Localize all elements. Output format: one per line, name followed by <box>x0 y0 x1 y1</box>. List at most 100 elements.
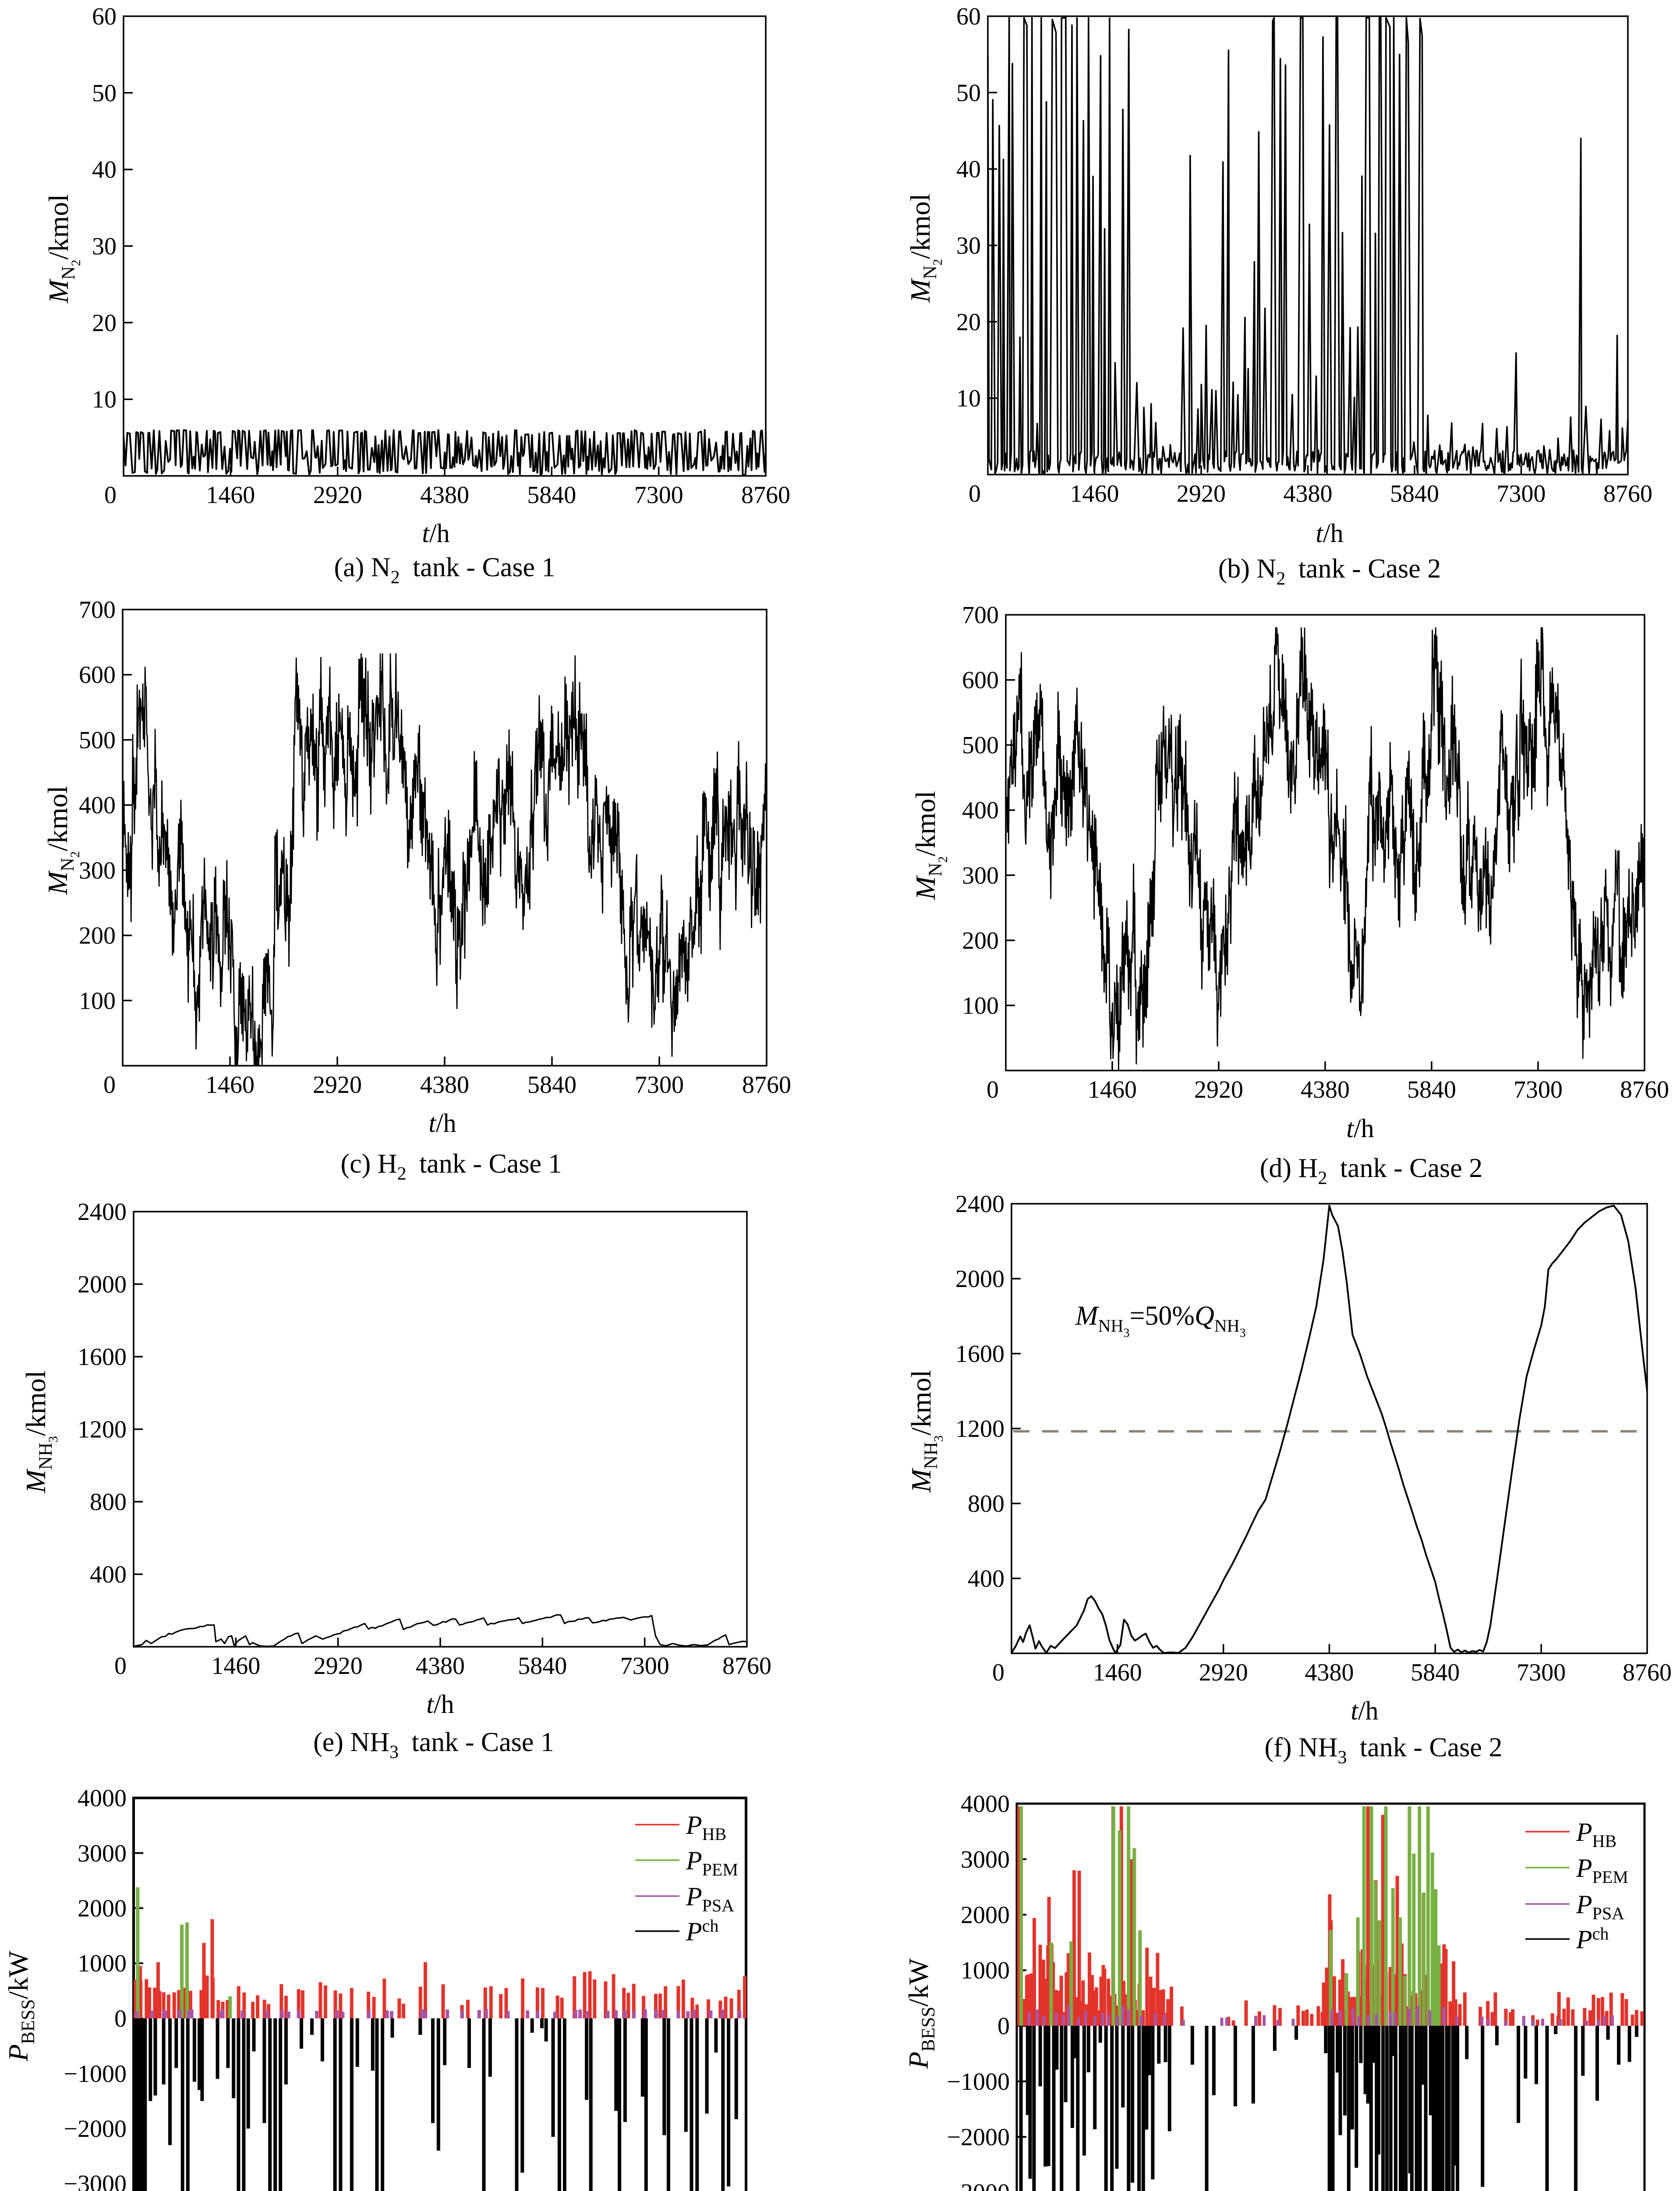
svg-text:400: 400 <box>968 1565 1004 1592</box>
svg-text:2920: 2920 <box>313 482 362 509</box>
svg-text:PPEM: PPEM <box>686 1846 738 1879</box>
svg-text:t/h: t/h <box>422 519 449 548</box>
svg-text:−2000: −2000 <box>947 2124 1010 2151</box>
svg-text:1600: 1600 <box>78 1344 127 1371</box>
svg-text:800: 800 <box>90 1489 127 1516</box>
svg-text:1460: 1460 <box>1070 480 1119 507</box>
svg-text:2920: 2920 <box>1194 1076 1243 1103</box>
svg-text:t/h: t/h <box>1351 1696 1378 1725</box>
svg-text:MNH3/kmol: MNH3/kmol <box>905 1370 946 1493</box>
svg-text:0: 0 <box>997 2013 1010 2040</box>
svg-text:200: 200 <box>79 922 116 950</box>
svg-text:t/h: t/h <box>1316 519 1343 548</box>
svg-text:700: 700 <box>79 596 116 624</box>
svg-text:3000: 3000 <box>961 1846 1010 1873</box>
svg-text:40: 40 <box>956 156 981 183</box>
svg-text:Pch: Pch <box>1576 1924 1609 1954</box>
svg-text:5840: 5840 <box>1407 1076 1456 1103</box>
svg-text:0: 0 <box>987 1076 999 1103</box>
svg-text:3000: 3000 <box>78 1840 127 1867</box>
svg-text:2920: 2920 <box>313 1071 362 1099</box>
svg-text:4380: 4380 <box>416 1652 465 1680</box>
svg-text:t/h: t/h <box>426 1690 454 1719</box>
svg-text:1000: 1000 <box>961 1957 1010 1984</box>
svg-text:1460: 1460 <box>205 1071 255 1099</box>
svg-text:5840: 5840 <box>527 1071 577 1099</box>
svg-text:PPSA: PPSA <box>686 1882 734 1915</box>
svg-text:7300: 7300 <box>635 1071 684 1099</box>
svg-text:−3000: −3000 <box>64 2170 127 2191</box>
svg-text:PPSA: PPSA <box>1576 1890 1624 1923</box>
svg-text:500: 500 <box>962 732 999 759</box>
svg-text:1460: 1460 <box>206 482 255 509</box>
svg-text:MN2/kmol: MN2/kmol <box>910 791 950 901</box>
svg-text:400: 400 <box>90 1561 127 1588</box>
svg-text:60: 60 <box>92 3 117 30</box>
svg-text:60: 60 <box>956 3 981 30</box>
svg-text:500: 500 <box>79 727 116 754</box>
svg-text:4000: 4000 <box>961 1790 1010 1818</box>
svg-text:300: 300 <box>962 862 999 889</box>
svg-text:2000: 2000 <box>955 1266 1004 1293</box>
svg-text:300: 300 <box>79 857 116 884</box>
svg-text:(f) NH3 tank - Case 2: (f) NH3 tank - Case 2 <box>1265 1733 1503 1768</box>
svg-text:(b) N2 tank - Case 2: (b) N2 tank - Case 2 <box>1218 554 1441 589</box>
svg-text:2000: 2000 <box>961 1902 1010 1929</box>
svg-text:200: 200 <box>962 927 999 954</box>
svg-text:7300: 7300 <box>1497 480 1546 507</box>
svg-text:4380: 4380 <box>1284 480 1333 507</box>
svg-text:1460: 1460 <box>1088 1076 1137 1103</box>
svg-text:2920: 2920 <box>314 1652 363 1680</box>
svg-text:100: 100 <box>962 992 999 1019</box>
svg-text:MN2/kmol: MN2/kmol <box>43 194 83 304</box>
svg-text:1460: 1460 <box>1093 1659 1142 1686</box>
svg-text:2920: 2920 <box>1199 1659 1248 1686</box>
svg-text:−1000: −1000 <box>947 2068 1010 2095</box>
svg-text:PPEM: PPEM <box>1576 1854 1628 1887</box>
svg-text:30: 30 <box>92 233 117 260</box>
svg-text:50: 50 <box>956 79 981 106</box>
svg-text:20: 20 <box>92 309 117 337</box>
svg-text:7300: 7300 <box>1514 1076 1563 1103</box>
svg-text:700: 700 <box>962 602 999 629</box>
svg-text:4380: 4380 <box>420 1071 469 1099</box>
svg-text:5840: 5840 <box>527 482 576 509</box>
svg-text:30: 30 <box>956 232 981 259</box>
svg-text:7300: 7300 <box>620 1652 669 1680</box>
svg-text:40: 40 <box>92 156 117 184</box>
svg-text:8760: 8760 <box>1623 1659 1672 1686</box>
svg-text:5840: 5840 <box>1411 1659 1460 1686</box>
svg-text:4000: 4000 <box>78 1785 127 1812</box>
svg-text:4380: 4380 <box>420 482 469 509</box>
svg-text:50: 50 <box>92 80 117 107</box>
svg-text:2920: 2920 <box>1177 480 1226 507</box>
svg-text:2000: 2000 <box>78 1271 127 1298</box>
svg-text:8760: 8760 <box>741 482 790 509</box>
svg-text:5840: 5840 <box>1390 480 1439 507</box>
svg-text:Pch: Pch <box>686 1916 718 1946</box>
svg-text:600: 600 <box>79 662 116 689</box>
svg-text:PBESS/kW: PBESS/kW <box>903 1958 939 2069</box>
svg-text:PHB: PHB <box>1576 1818 1616 1851</box>
svg-text:0: 0 <box>103 1071 116 1099</box>
svg-text:MN2/kmol: MN2/kmol <box>42 786 82 895</box>
svg-text:2400: 2400 <box>78 1198 127 1226</box>
svg-text:(c) H2 tank - Case 1: (c) H2 tank - Case 1 <box>340 1149 562 1184</box>
svg-text:600: 600 <box>962 667 999 694</box>
svg-text:100: 100 <box>79 987 116 1014</box>
svg-text:0: 0 <box>969 480 981 507</box>
svg-text:1600: 1600 <box>955 1340 1004 1368</box>
svg-text:0: 0 <box>114 1652 127 1680</box>
svg-text:−1000: −1000 <box>64 2060 127 2088</box>
svg-text:4380: 4380 <box>1301 1076 1350 1103</box>
svg-text:1200: 1200 <box>955 1415 1004 1443</box>
svg-text:t/h: t/h <box>428 1109 456 1138</box>
svg-text:8760: 8760 <box>1603 480 1652 507</box>
svg-text:(a) N2 tank - Case 1: (a) N2 tank - Case 1 <box>334 553 555 588</box>
svg-text:400: 400 <box>79 792 116 819</box>
svg-text:1200: 1200 <box>78 1416 127 1443</box>
svg-text:PHB: PHB <box>686 1811 726 1844</box>
svg-text:0: 0 <box>114 2005 127 2032</box>
svg-text:MNH3=50%QNH3: MNH3=50%QNH3 <box>1075 1301 1246 1340</box>
svg-text:(d) H2 tank - Case 2: (d) H2 tank - Case 2 <box>1260 1153 1483 1188</box>
